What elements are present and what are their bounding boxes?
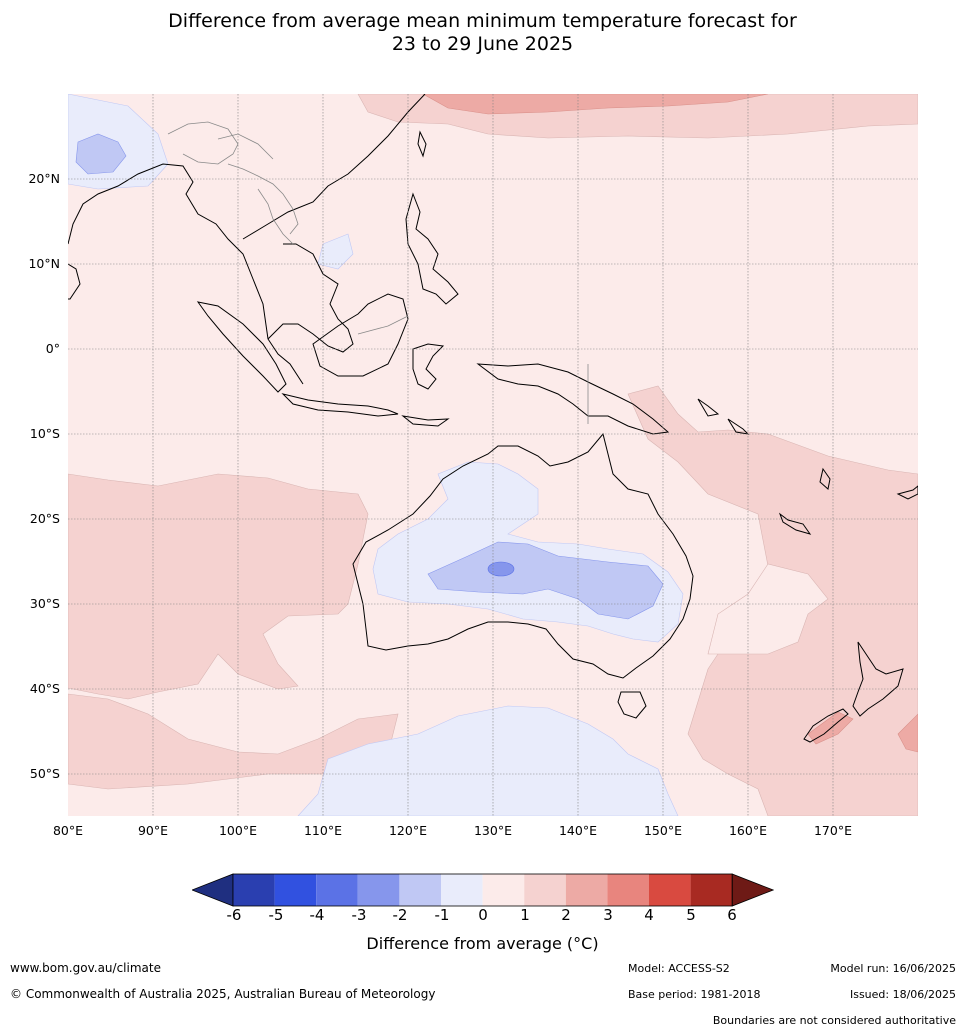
colorbar-segment <box>524 874 566 906</box>
title-line-1: Difference from average mean minimum tem… <box>168 10 797 32</box>
lat-label-10s: 10°S <box>29 426 60 441</box>
anomaly-region-minus3-to-minus2 <box>487 561 515 577</box>
lon-label-120e: 120°E <box>388 823 427 838</box>
colorbar-segment <box>482 874 525 906</box>
title-line-2: 23 to 29 June 2025 <box>391 33 574 55</box>
colorbar-label: Difference from average (°C) <box>366 934 599 953</box>
colorbar-segment <box>607 874 649 906</box>
coastlines <box>68 94 918 743</box>
colorbar-tick: -5 <box>268 906 284 924</box>
colorbar-tick: 2 <box>561 906 571 924</box>
lat-label-50s: 50°S <box>29 766 60 781</box>
lon-label-170e: 170°E <box>813 823 852 838</box>
colorbar-segment <box>274 874 317 906</box>
issued-text: Issued: 18/06/2025 <box>849 988 956 1001</box>
disclaimer-text: Boundaries are not considered authoritat… <box>712 1014 956 1027</box>
map-title: Difference from average mean minimum tem… <box>0 10 965 56</box>
lat-label-30s: 30°S <box>29 596 60 611</box>
colorbar-tick: 1 <box>520 906 530 924</box>
lat-label-20s: 20°S <box>29 511 60 526</box>
colorbar-segment <box>316 874 358 906</box>
colorbar-segment <box>399 874 441 906</box>
map-canvas <box>68 94 918 816</box>
colorbar-segment <box>441 874 483 906</box>
anomaly-region-minus1-to-0-scs <box>317 233 354 270</box>
colorbar-tick: -4 <box>309 906 325 924</box>
colorbar-tick: -3 <box>351 906 367 924</box>
anomaly-region-0-to-1-tasman <box>707 563 829 655</box>
copyright-text: © Commonwealth of Australia 2025, Austra… <box>10 987 436 1001</box>
anomaly-region-2-to-3-east <box>897 713 918 753</box>
anomaly-region-minus2-to-minus1-australia <box>427 541 664 620</box>
national-boundaries <box>167 121 589 424</box>
website-link[interactable]: www.bom.gov.au/climate <box>10 961 161 975</box>
lat-label-40s: 40°S <box>29 681 60 696</box>
map-gridlines <box>68 94 918 816</box>
base-period-text: Base period: 1981-2018 <box>628 988 761 1001</box>
anomaly-region-minus2-to-minus1-arabian <box>75 133 127 175</box>
colorbar <box>192 873 774 907</box>
lon-label-80e: 80°E <box>52 823 84 838</box>
colorbar-outline <box>232 873 733 907</box>
colorbar-extend-high <box>731 873 774 907</box>
colorbar-segments <box>192 873 774 907</box>
colorbar-tick: -2 <box>392 906 408 924</box>
lon-label-140e: 140°E <box>558 823 597 838</box>
colorbar-segment <box>690 874 733 906</box>
colorbar-segment <box>565 874 608 906</box>
lon-label-90e: 90°E <box>137 823 169 838</box>
colorbar-tick: 5 <box>686 906 696 924</box>
colorbar-segment <box>357 874 400 906</box>
forecast-map <box>68 94 918 816</box>
anomaly-region-1-to-2-southwest <box>68 693 399 790</box>
colorbar-segment <box>233 874 275 906</box>
lat-label-10n: 10°N <box>28 256 60 271</box>
lon-label-130e: 130°E <box>473 823 512 838</box>
anomaly-region-1-to-2-indian-ocean <box>68 473 369 700</box>
lat-label-equator: 0° <box>45 341 60 356</box>
lat-label-20n: 20°N <box>28 171 60 186</box>
lon-label-100e: 100°E <box>218 823 257 838</box>
colorbar-segment <box>649 874 691 906</box>
lon-label-160e: 160°E <box>728 823 767 838</box>
colorbar-tick: 0 <box>478 906 488 924</box>
anomaly-region-minus1-to-0-south <box>297 705 679 816</box>
colorbar-tick: 4 <box>644 906 654 924</box>
colorbar-tick: -1 <box>434 906 450 924</box>
lon-label-110e: 110°E <box>303 823 342 838</box>
colorbar-tick: 3 <box>603 906 613 924</box>
model-run-text: Model run: 16/06/2025 <box>830 962 956 975</box>
colorbar-tick: 6 <box>727 906 737 924</box>
lon-label-150e: 150°E <box>643 823 682 838</box>
anomaly-region-2-to-3-north <box>422 94 769 115</box>
colorbar-tick: -6 <box>226 906 242 924</box>
colorbar-extend-low <box>192 873 234 907</box>
model-text: Model: ACCESS-S2 <box>628 962 730 975</box>
